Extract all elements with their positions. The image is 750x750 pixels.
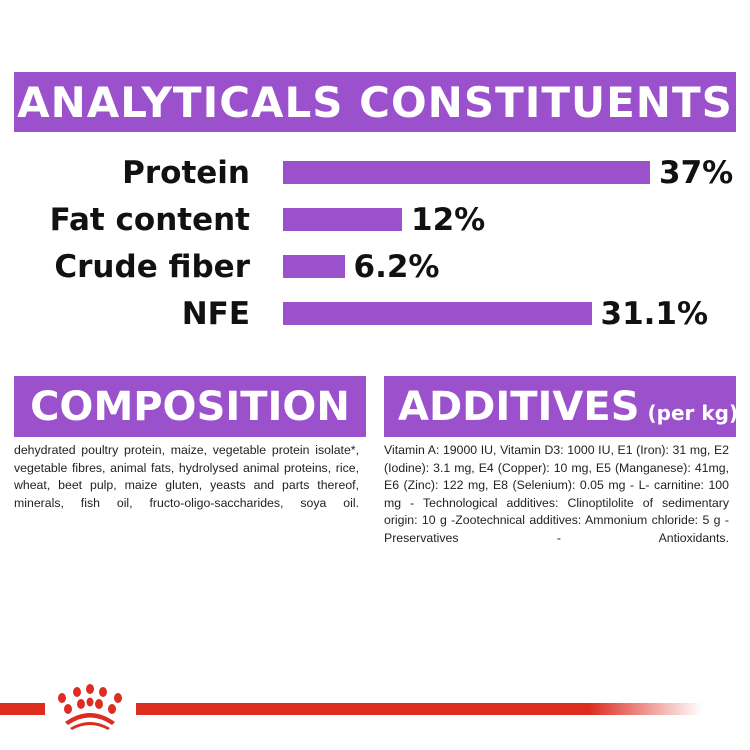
additives-heading: ADDITIVES (per kg): [384, 376, 739, 437]
category-label: Fat content: [49, 202, 250, 238]
additives-heading-suffix: (per kg): [647, 401, 739, 425]
value-label: 6.2%: [353, 249, 440, 285]
additives-text: Vitamin A: 19000 IU, Vitamin D3: 1000 IU…: [384, 443, 729, 545]
bar-crude-fiber: [283, 255, 345, 278]
brand-line-left: [0, 703, 45, 715]
composition-heading: COMPOSITION: [14, 376, 366, 437]
composition-text: dehydrated poultry protein, maize, veget…: [14, 443, 359, 510]
value-label: 31.1%: [600, 296, 709, 332]
additives-heading-text: ADDITIVES: [398, 384, 640, 430]
bar-protein: [283, 161, 651, 184]
value-label: 37%: [659, 155, 734, 191]
brand-line-right: [136, 703, 702, 715]
category-label: Crude fiber: [54, 249, 250, 285]
value-label: 12%: [411, 202, 486, 238]
bar-nfe: [283, 302, 592, 325]
category-label: NFE: [181, 296, 250, 332]
bar-fat-content: [283, 208, 403, 231]
category-label: Protein: [122, 155, 250, 191]
page-title: ANALYTICALS CONSTITUENTS: [14, 72, 736, 132]
royal-canin-crown-logo: [58, 684, 122, 730]
